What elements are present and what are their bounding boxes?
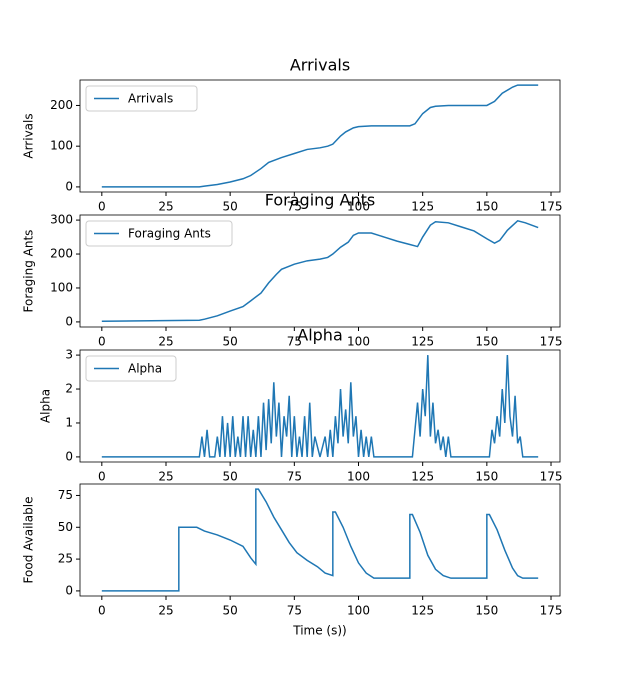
legend-box [85, 355, 177, 382]
y-tick-label: 200 [50, 247, 73, 261]
y-axis-label: Food Available [22, 497, 36, 584]
y-tick-label: 1 [65, 415, 73, 429]
legend-box [85, 85, 198, 112]
x-tick-label: 25 [158, 335, 173, 349]
x-tick-label: 50 [223, 470, 238, 484]
data-line [101, 488, 539, 592]
subplot-title: Alpha [297, 326, 343, 345]
y-axis-label: Foraging Ants [22, 230, 36, 313]
x-tick-label: 25 [158, 470, 173, 484]
x-tick-label: 0 [98, 470, 106, 484]
x-tick-label: 125 [411, 604, 434, 618]
axes-frame [79, 79, 561, 193]
x-tick-label: 175 [540, 604, 563, 618]
x-tick-label: 50 [223, 200, 238, 214]
y-tick-label: 3 [65, 348, 73, 362]
x-tick-label: 75 [287, 604, 302, 618]
x-tick-label: 0 [98, 200, 106, 214]
x-tick-label: 150 [475, 604, 498, 618]
y-tick-label: 75 [58, 488, 73, 502]
subplot-title: Foraging Ants [265, 191, 375, 210]
x-tick-label: 25 [158, 604, 173, 618]
legend-label: Foraging Ants [128, 227, 211, 241]
y-tick-label: 0 [65, 583, 73, 597]
x-tick-label: 75 [287, 470, 302, 484]
axes-frame [79, 349, 561, 463]
x-tick-label: 100 [347, 604, 370, 618]
y-tick-label: 200 [50, 98, 73, 112]
legend-label: Alpha [128, 362, 162, 376]
x-tick-label: 50 [223, 335, 238, 349]
y-tick-label: 0 [65, 179, 73, 193]
y-tick-label: 300 [50, 213, 73, 227]
data-line [101, 355, 539, 458]
y-tick-label: 100 [50, 139, 73, 153]
x-tick-label: 150 [475, 470, 498, 484]
y-tick-label: 100 [50, 280, 73, 294]
y-axis-label: Arrivals [22, 113, 36, 158]
x-tick-label: 175 [540, 335, 563, 349]
x-tick-label: 125 [411, 335, 434, 349]
x-tick-label: 0 [98, 604, 106, 618]
x-tick-label: 125 [411, 470, 434, 484]
legend-label: Arrivals [128, 92, 173, 106]
plot-area [80, 484, 560, 596]
x-tick-label: 25 [158, 200, 173, 214]
x-tick-label: 100 [347, 200, 370, 214]
axes-frame [79, 483, 561, 597]
x-tick-label: 0 [98, 335, 106, 349]
x-tick-label: 175 [540, 470, 563, 484]
x-tick-label: 75 [287, 200, 302, 214]
x-tick-label: 125 [411, 200, 434, 214]
y-tick-label: 0 [65, 449, 73, 463]
data-line [101, 219, 539, 322]
x-tick-label: 50 [223, 604, 238, 618]
data-line [101, 84, 539, 188]
y-tick-label: 0 [65, 314, 73, 328]
y-tick-label: 25 [58, 552, 73, 566]
x-axis-label: Time (s)) [292, 624, 346, 638]
x-tick-label: 150 [475, 200, 498, 214]
subplot-title: Arrivals [290, 56, 350, 75]
y-tick-label: 2 [65, 382, 73, 396]
legend-box [85, 220, 233, 247]
x-tick-label: 175 [540, 200, 563, 214]
x-tick-label: 150 [475, 335, 498, 349]
axes-frame [79, 214, 561, 328]
y-tick-label: 50 [58, 520, 73, 534]
x-tick-label: 100 [347, 470, 370, 484]
x-tick-label: 100 [347, 335, 370, 349]
x-tick-label: 75 [287, 335, 302, 349]
y-axis-label: Alpha [39, 389, 53, 423]
